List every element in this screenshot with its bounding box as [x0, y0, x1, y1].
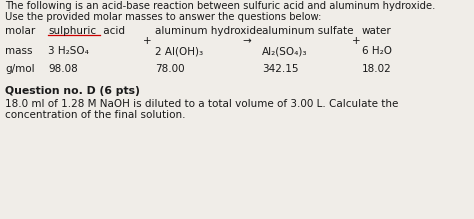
Text: Use the provided molar masses to answer the questions below:: Use the provided molar masses to answer …	[5, 12, 321, 22]
Text: 18.02: 18.02	[362, 64, 392, 74]
Text: water: water	[362, 26, 392, 36]
Text: 342.15: 342.15	[262, 64, 299, 74]
Text: aluminum hydroxide: aluminum hydroxide	[155, 26, 263, 36]
Text: 2 Al(OH)₃: 2 Al(OH)₃	[155, 46, 203, 56]
Text: The following is an acid-base reaction between sulfuric acid and aluminum hydrox: The following is an acid-base reaction b…	[5, 1, 436, 11]
Text: aluminum sulfate: aluminum sulfate	[262, 26, 354, 36]
Text: 78.00: 78.00	[155, 64, 185, 74]
Text: concentration of the final solution.: concentration of the final solution.	[5, 110, 185, 120]
Text: 98.08: 98.08	[48, 64, 78, 74]
Text: +: +	[352, 36, 361, 46]
Text: 3 H₂SO₄: 3 H₂SO₄	[48, 46, 89, 56]
Text: Question no. D (6 pts): Question no. D (6 pts)	[5, 86, 140, 96]
Text: molar: molar	[5, 26, 35, 36]
Text: 6 H₂O: 6 H₂O	[362, 46, 392, 56]
Text: 18.0 ml of 1.28 M NaOH is diluted to a total volume of 3.00 L. Calculate the: 18.0 ml of 1.28 M NaOH is diluted to a t…	[5, 99, 398, 109]
Text: sulphuric: sulphuric	[48, 26, 96, 36]
Text: Al₂(SO₄)₃: Al₂(SO₄)₃	[262, 46, 308, 56]
Text: +: +	[143, 36, 152, 46]
Text: acid: acid	[100, 26, 125, 36]
Text: mass: mass	[5, 46, 33, 56]
Text: g/mol: g/mol	[5, 64, 35, 74]
Text: →: →	[242, 36, 251, 46]
